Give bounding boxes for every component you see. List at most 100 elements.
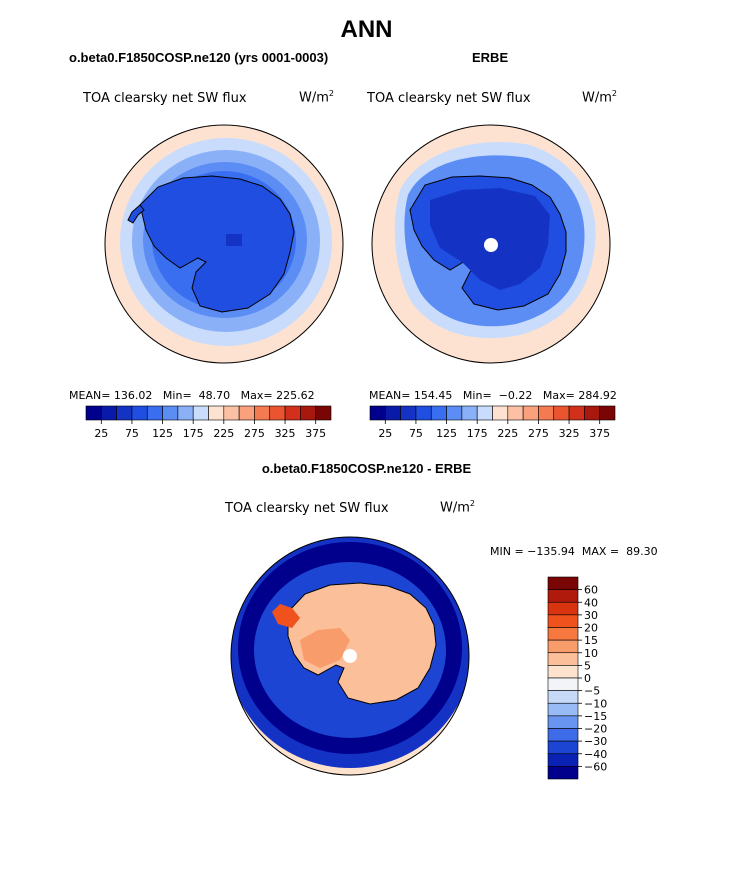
colorbar1-tick-label: 125 [152,427,173,440]
page-title: ANN [340,16,393,43]
panel2-mean-label: MEAN= [369,389,411,402]
colorbar1-swatch [116,405,133,421]
colorbar1-swatch [284,405,301,421]
panel1-subtitle: o.beta0.F1850COSP.ne120 (yrs 0001-0003) [69,50,329,65]
panel2-units: W/m2 [582,89,617,105]
colorbar3-swatch [547,728,579,742]
colorbar3-tick-label: −20 [584,723,607,736]
colorbar3-tick-label: −15 [584,710,607,723]
colorbar3-swatch [547,766,579,780]
colorbar1-swatch [192,405,209,421]
colorbar3-tick-label: −10 [584,697,607,710]
colorbar-erbe: 25 75 125 175 225 275 325 375 [369,405,616,440]
map-diff-border [230,536,470,776]
panel2-variable-label: TOA clearsky net SW flux [367,91,531,106]
panel1-units: W/m2 [299,89,334,105]
colorbar2-tick-label: 325 [559,427,580,440]
colorbar3-swatch [547,652,579,666]
colorbar3-tick-label: 5 [584,659,591,672]
colorbar2-swatch [415,405,432,421]
panel1-variable-label: TOA clearsky net SW flux [83,91,247,106]
colorbar3-swatch [547,715,579,729]
panel1-mean-value: 136.02 [113,389,153,402]
colorbar2-swatch [430,405,447,421]
colorbar3-tick-label: 0 [584,672,591,685]
colorbar3-swatch [547,589,579,603]
panel2-subtitle: ERBE [472,50,509,65]
colorbar1-tick-label: 325 [275,427,296,440]
colorbar1-swatch [300,405,316,421]
colorbar1-swatch [254,405,271,421]
colorbar2-tick-label: 125 [436,427,457,440]
colorbar1-swatch [177,405,194,421]
colorbar2-swatch [385,405,401,421]
colorbar2-swatch [446,405,463,421]
diff-units-exp: 2 [469,499,475,508]
panel1-units-exp: 2 [328,89,334,98]
colorbar2-swatch [369,405,386,421]
panel2-stats: MEAN= 154.45 Min= −0.22 Max= 284.92 [369,389,617,402]
diff-units: W/m2 [440,499,475,515]
colorbar2-swatch [522,405,539,421]
colorbar3-swatch [547,702,579,717]
colorbar1-swatch [85,405,102,421]
colorbar1-tick-label: 225 [213,427,234,440]
map-model-peninsula [127,204,145,224]
colorbar1-swatch [146,405,163,421]
map-model-interior-min [226,234,242,246]
panel2-min-value: −0.22 [498,389,533,402]
colorbar2-tick-label: 275 [528,427,549,440]
colorbar1-swatch [315,405,332,421]
colorbar2-tick-label: 375 [589,427,610,440]
colorbar1-swatch [162,405,179,421]
colorbar3-swatch [547,753,579,767]
panel2-units-exp: 2 [611,89,617,98]
colorbar3-swatch [547,576,579,590]
colorbar1-swatch [223,405,240,421]
colorbar2-swatch [538,405,555,421]
colorbar1-swatch [208,405,225,421]
colorbar1-swatch [269,405,286,421]
colorbar3-tick-label: −60 [584,760,607,773]
colorbar3-swatch [547,627,579,641]
colorbar2-swatch [492,405,509,421]
panel2-mean-value: 154.45 [413,389,453,402]
colorbar1-tick-label: 175 [183,427,204,440]
colorbar1-tick-label: 75 [125,427,139,440]
diff-subtitle: o.beta0.F1850COSP.ne120 - ERBE [261,461,472,476]
map-erbe-polar-hole [484,238,498,252]
colorbar3-tick-label: 20 [584,622,598,635]
colorbar1-swatch [131,405,148,421]
panel1-max-label: Max= [240,389,273,402]
colorbar2-tick-label: 25 [378,427,392,440]
colorbar2-swatch [568,405,585,421]
colorbar3-swatch [547,690,579,704]
panel2-units-base: W/m [582,90,612,106]
colorbar3-swatch [547,740,579,755]
map-diff-antarctica [287,582,437,705]
diff-variable-label: TOA clearsky net SW flux [225,501,389,516]
panel2-min-label: Min= [462,389,492,402]
panel1-stats: MEAN= 136.02 Min= 48.70 Max= 225.62 [69,389,315,402]
panel2-max-label: Max= [542,389,575,402]
map-diff-polar-hole [343,649,357,663]
panel1-max-value: 225.62 [276,389,315,402]
colorbar2-tick-label: 175 [467,427,488,440]
diff-minmax: MIN = −135.94 MAX = 89.30 [490,545,658,558]
colorbar2-tick-label: 225 [497,427,518,440]
map-diff-warm-patch [300,628,350,668]
panel1-units-base: W/m [299,90,329,106]
panel1-min-value: 48.70 [198,389,231,402]
colorbar1-tick-label: 25 [94,427,108,440]
colorbar3-tick-label: 60 [584,584,598,597]
colorbar1-tick-label: 275 [244,427,265,440]
panel2-max-value: 284.92 [578,389,617,402]
colorbar3-tick-label: −40 [584,748,607,761]
colorbar3-tick-label: 10 [584,647,598,660]
colorbar3-tick-label: 15 [584,634,598,647]
colorbar-model: 25 75 125 175 225 275 325 375 [85,405,332,440]
colorbar2-swatch [476,405,493,421]
colorbar3-swatch [547,601,579,616]
